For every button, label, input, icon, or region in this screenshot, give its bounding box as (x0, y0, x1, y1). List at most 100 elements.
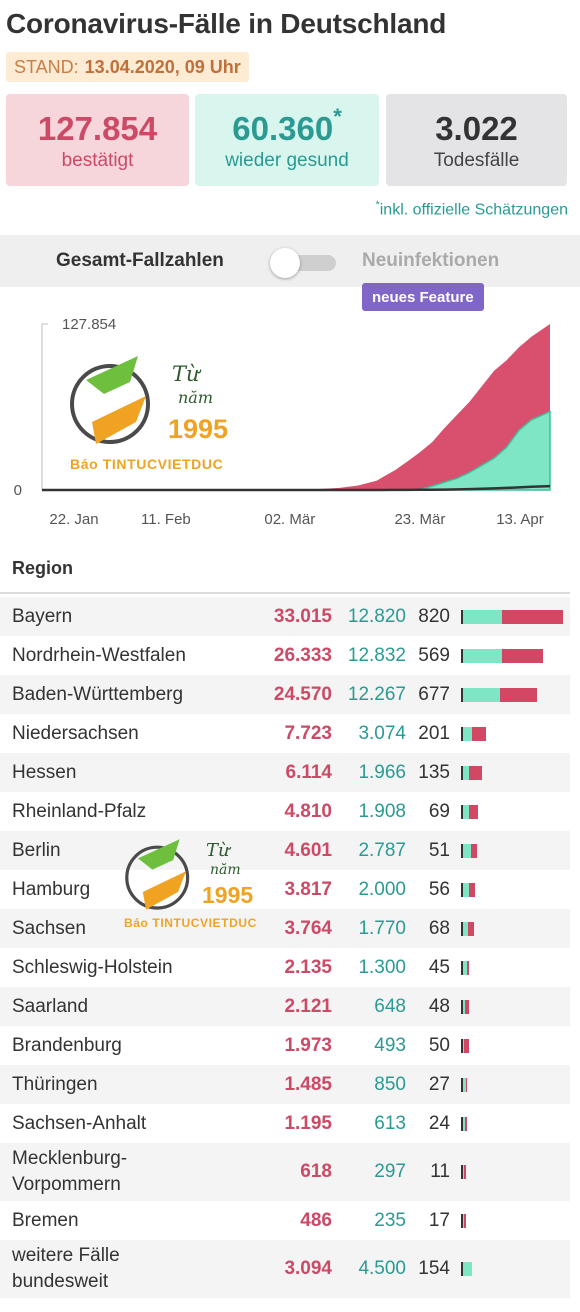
region-name: Sachsen-Anhalt (12, 1112, 147, 1134)
bar-recovered-segment (463, 726, 472, 741)
bar-confirmed-segment (468, 921, 474, 936)
bar-deaths-segment (461, 804, 463, 819)
watermark-brand: Báo TINTUCVIETDUC (70, 456, 224, 472)
region-name: Hamburg (12, 878, 91, 900)
region-bar (461, 1116, 467, 1132)
table-header-divider (0, 592, 570, 594)
deaths-count: 569 (418, 644, 450, 666)
table-row: Sachsen-Anhalt 1.195 613 24 (0, 1104, 570, 1143)
table-row: Bayern 33.015 12.820 820 (0, 597, 570, 636)
deaths-count: 48 (428, 995, 450, 1017)
bar-confirmed-segment (471, 843, 477, 858)
table-row: Hessen 6.114 1.966 135 (0, 753, 570, 792)
recovered-count: 493 (374, 1034, 406, 1056)
bar-confirmed-segment (472, 726, 486, 741)
region-name: Thüringen (12, 1073, 98, 1095)
bar-deaths-segment (461, 1213, 463, 1228)
bar-deaths-segment (461, 1038, 463, 1053)
region-name: Hessen (12, 761, 77, 783)
region-name-line: Mecklenburg- (12, 1148, 128, 1169)
region-name: Nordrhein-Westfalen (12, 644, 186, 666)
bar-confirmed-segment (464, 1165, 466, 1179)
confirmed-count: 4.601 (284, 839, 332, 861)
deaths-count: 677 (418, 683, 450, 705)
table-row: Thüringen 1.485 850 27 (0, 1065, 570, 1104)
deaths-count: 27 (428, 1073, 450, 1095)
bar-recovered-segment (463, 960, 467, 975)
confirmed-count: 1.973 (284, 1034, 332, 1056)
bar-recovered-segment (463, 687, 500, 702)
table-row: Saarland 2.121 648 48 (0, 987, 570, 1026)
region-table: Bayern 33.015 12.820 820 Nordrhein-Westfalen… (0, 597, 570, 1298)
toggle-option-new-infections[interactable]: Neuinfektionen (362, 250, 500, 271)
region-name: Bremen (12, 1209, 79, 1231)
x-tick-label: 11. Feb (141, 511, 191, 528)
region-bar (461, 1213, 466, 1229)
confirmed-count: 7.723 (284, 722, 332, 744)
deaths-count: 24 (428, 1112, 450, 1134)
x-tick-label: 13. Apr (496, 511, 544, 528)
watermark-emblem-icon (70, 356, 150, 444)
confirmed-count: 1.485 (284, 1073, 332, 1095)
bar-deaths-segment (461, 843, 463, 858)
watermark-text-2: năm (210, 862, 241, 878)
x-tick-label: 02. Mär (264, 511, 315, 528)
estimate-note: *inkl. offizielle Schätzungen (375, 199, 568, 219)
deaths-count: 69 (428, 800, 450, 822)
bar-recovered-segment (463, 921, 468, 936)
bar-recovered-segment (463, 1038, 464, 1053)
region-name: Brandenburg (12, 1034, 122, 1056)
bar-confirmed-segment (469, 765, 482, 780)
watermark-year: 1995 (168, 414, 229, 444)
bar-recovered-segment (463, 843, 471, 858)
table-row: weitere Fälle bundesweit 3.094 4.500 154 (0, 1240, 570, 1298)
recovered-count: 3.074 (358, 722, 406, 744)
timestamp-value: 13.04.2020, 09 Uhr (84, 56, 241, 77)
estimate-note-text: inkl. offizielle Schätzungen (379, 201, 568, 219)
recovered-value-wrap: 60.360* (195, 104, 379, 148)
deaths-count: 50 (428, 1034, 450, 1056)
region-bar (461, 921, 474, 937)
y-tick-label: 127.854 (62, 316, 116, 333)
toggle-knob[interactable] (270, 248, 300, 278)
deaths-count: 154 (418, 1258, 450, 1279)
region-bar (461, 960, 469, 976)
cases-area-chart: 127.854 0 22. Jan 11. Feb 02. Mär 23. Mär 13. … (14, 316, 551, 528)
bar-deaths-segment (461, 921, 463, 936)
deaths-count: 11 (430, 1161, 450, 1182)
deaths-label: Todesfälle (433, 150, 520, 171)
table-row: Niedersachsen 7.723 3.074 201 (0, 714, 570, 753)
confirmed-label: bestätigt (61, 150, 134, 171)
bar-confirmed-segment (465, 1116, 467, 1131)
view-toggle-switch[interactable] (270, 248, 338, 278)
region-name: Baden-Württemberg (12, 683, 184, 705)
watermark-text-1: Từ (206, 840, 230, 861)
deaths-count: 135 (418, 761, 450, 783)
table-row: Bremen 486 235 17 (0, 1201, 570, 1240)
bar-confirmed-segment (467, 960, 469, 975)
region-bar (461, 804, 478, 820)
table-row: Berlin 4.601 2.787 51 (0, 831, 570, 870)
deaths-count: 820 (418, 605, 450, 627)
region-name: Niedersachsen (12, 722, 139, 744)
region-name-line: weitere Fälle (12, 1245, 120, 1266)
confirmed-count: 486 (300, 1209, 332, 1231)
region-bar (461, 843, 477, 859)
region-bar (461, 1261, 472, 1277)
series-deaths-line (42, 484, 551, 492)
bar-deaths-segment (461, 687, 463, 702)
bar-confirmed-segment (464, 1038, 469, 1053)
bar-deaths-segment (461, 765, 463, 780)
watermark-brand: Báo TINTUCVIETDUC (124, 916, 257, 930)
toggle-option-total[interactable]: Gesamt-Fallzahlen (56, 250, 224, 271)
region-bar (461, 648, 543, 664)
region-bar (461, 882, 475, 898)
recovered-value: 60.360 (232, 110, 334, 147)
deaths-value: 3.022 (435, 110, 518, 147)
recovered-count: 613 (374, 1112, 406, 1134)
region-name-line: Vorpommern (12, 1174, 121, 1195)
region-bar (461, 765, 482, 781)
region-name: Schleswig-Holstein (12, 956, 173, 978)
table-row: Nordrhein-Westfalen 26.333 12.832 569 (0, 636, 570, 675)
recovered-count: 12.820 (347, 605, 406, 627)
